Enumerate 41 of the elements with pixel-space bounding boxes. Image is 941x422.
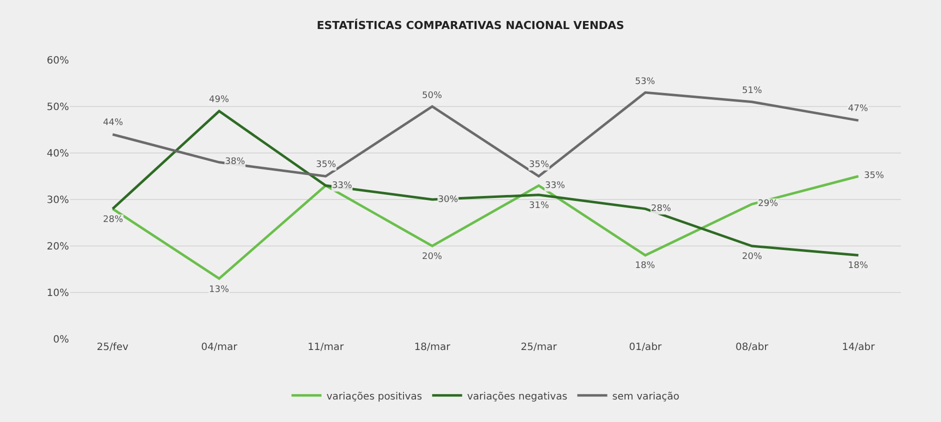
x-tick-label: 25/mar (520, 342, 558, 353)
data-label: 51% (742, 86, 762, 96)
data-label: 18% (635, 261, 656, 271)
data-label: 44% (103, 118, 124, 128)
data-label: 30% (438, 195, 458, 205)
y-tick-label: 0% (53, 334, 69, 346)
data-label: 31% (529, 201, 550, 211)
y-tick-label: 50% (46, 102, 69, 113)
data-label: 38% (225, 157, 246, 167)
data-label: 20% (742, 252, 762, 262)
x-tick-label: 14/abr (842, 342, 876, 353)
y-tick-label: 20% (46, 242, 69, 252)
y-tick-label: 60% (46, 56, 69, 66)
x-tick-label: 11/mar (308, 342, 345, 353)
x-tick-label: 25/fev (96, 342, 129, 353)
data-label: 50% (422, 91, 442, 101)
data-label: 13% (209, 285, 230, 295)
legend-label: sem variação (612, 391, 680, 402)
data-label: 28% (651, 204, 672, 214)
data-label: 35% (529, 160, 550, 170)
data-label: 33% (545, 181, 566, 191)
y-tick-label: 30% (46, 195, 69, 206)
x-tick-label: 04/mar (201, 342, 238, 353)
data-label: 18% (848, 261, 868, 271)
data-label: 53% (635, 77, 656, 87)
x-tick-label: 01/abr (628, 342, 663, 353)
data-label: 47% (848, 104, 868, 114)
x-tick-label: 18/mar (414, 342, 452, 353)
y-tick-label: 10% (46, 288, 69, 299)
x-tick-label: 08/abr (736, 342, 770, 353)
data-label: 33% (332, 181, 352, 191)
data-label: 28% (103, 215, 124, 225)
data-label: 35% (864, 171, 884, 181)
data-label: 35% (316, 160, 336, 170)
y-tick-label: 40% (46, 148, 69, 160)
chart-title: ESTATÍSTICAS COMPARATIVAS NACIONAL VENDAS (316, 18, 624, 32)
data-label: 29% (758, 199, 778, 209)
legend-label: variações negativas (467, 391, 568, 402)
data-label: 49% (209, 95, 230, 105)
legend-label: variações positivas (326, 391, 422, 402)
data-label: 20% (422, 252, 442, 262)
